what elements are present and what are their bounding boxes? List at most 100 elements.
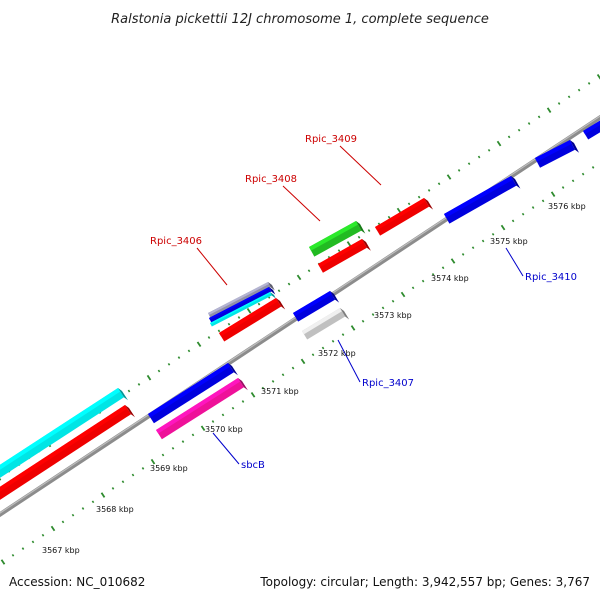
minor-tick bbox=[417, 195, 421, 199]
major-tick bbox=[550, 191, 556, 197]
gene-blue-edge[interactable] bbox=[583, 117, 600, 140]
minor-tick bbox=[567, 95, 571, 99]
minor-tick bbox=[577, 88, 581, 92]
gene-red-3409[interactable] bbox=[375, 198, 434, 236]
tick-label: 3576 kbp bbox=[548, 202, 586, 211]
gene-features bbox=[0, 117, 600, 501]
minor-tick bbox=[191, 433, 195, 437]
major-tick bbox=[50, 525, 56, 532]
tick-label: 3569 kbp bbox=[150, 464, 188, 473]
leader-line bbox=[212, 432, 240, 465]
minor-tick bbox=[157, 369, 161, 373]
major-tick bbox=[350, 325, 356, 331]
gene-label[interactable]: Rpic_3406 bbox=[150, 236, 202, 247]
major-tick bbox=[246, 307, 252, 314]
major-tick bbox=[300, 358, 306, 365]
minor-tick bbox=[171, 446, 175, 450]
minor-tick bbox=[81, 507, 85, 510]
gene-cyan-large[interactable] bbox=[0, 388, 129, 479]
minor-tick bbox=[31, 540, 35, 544]
gene-red-3406[interactable] bbox=[219, 298, 286, 342]
minor-tick bbox=[467, 162, 471, 166]
minor-tick bbox=[571, 179, 575, 183]
gene-green-3408[interactable] bbox=[309, 221, 366, 257]
minor-tick bbox=[271, 380, 275, 383]
minor-tick bbox=[231, 406, 235, 410]
gene-red-3408[interactable] bbox=[318, 239, 371, 273]
minor-tick bbox=[561, 186, 565, 189]
minor-tick bbox=[211, 420, 215, 423]
tick-label: 3567 kbp bbox=[42, 546, 80, 555]
tick-label: 3572 kbp bbox=[318, 349, 356, 358]
minor-tick bbox=[387, 215, 391, 219]
minor-tick bbox=[407, 202, 411, 206]
minor-tick bbox=[511, 219, 515, 223]
minor-tick bbox=[581, 172, 585, 176]
minor-tick bbox=[537, 115, 541, 119]
major-tick bbox=[296, 274, 302, 281]
minor-tick bbox=[41, 533, 45, 537]
minor-tick bbox=[167, 362, 171, 366]
gene-cyan-stripe-3406[interactable] bbox=[210, 292, 276, 327]
gene-red-large[interactable] bbox=[0, 405, 136, 501]
gene-label[interactable]: Rpic_3407 bbox=[362, 378, 414, 389]
minor-tick bbox=[207, 336, 211, 339]
minor-tick bbox=[227, 322, 231, 326]
tick-label: 3575 kbp bbox=[490, 237, 528, 246]
gene-gray-stripe-3406[interactable] bbox=[208, 282, 275, 319]
minor-tick bbox=[137, 383, 141, 386]
gene-label[interactable]: Rpic_3408 bbox=[245, 174, 297, 185]
minor-tick bbox=[531, 206, 535, 209]
gene-blue-right[interactable] bbox=[535, 140, 580, 168]
major-tick bbox=[546, 107, 552, 113]
minor-tick bbox=[481, 239, 485, 243]
minor-tick bbox=[237, 316, 241, 319]
minor-tick bbox=[361, 319, 365, 323]
gene-gray-3407[interactable] bbox=[302, 308, 350, 340]
tick-label: 3571 kbp bbox=[261, 387, 299, 396]
genome-summary-text: Topology: circular; Length: 3,942,557 bp… bbox=[259, 575, 590, 589]
major-tick bbox=[446, 174, 452, 180]
gene-label[interactable]: sbcB bbox=[241, 460, 265, 471]
gene-blue-sbcb-area[interactable] bbox=[148, 363, 238, 424]
major-tick bbox=[596, 74, 600, 80]
minor-tick bbox=[321, 346, 325, 350]
tick-label: 3573 kbp bbox=[374, 311, 412, 320]
gene-label[interactable]: Rpic_3410 bbox=[525, 272, 577, 283]
minor-tick bbox=[121, 480, 125, 484]
minor-tick bbox=[507, 135, 511, 139]
gene-blue-3410[interactable] bbox=[444, 176, 521, 224]
minor-tick bbox=[411, 286, 415, 290]
minor-tick bbox=[221, 413, 225, 417]
minor-tick bbox=[367, 229, 371, 232]
gene-blue-3407[interactable] bbox=[293, 291, 340, 322]
minor-tick bbox=[261, 386, 265, 390]
major-tick bbox=[346, 241, 352, 247]
minor-tick bbox=[287, 282, 291, 286]
minor-tick bbox=[381, 306, 385, 310]
minor-tick bbox=[471, 246, 475, 250]
minor-tick bbox=[91, 500, 95, 504]
tick-label: 3568 kbp bbox=[96, 505, 134, 514]
major-tick bbox=[100, 492, 106, 498]
minor-tick bbox=[161, 453, 165, 457]
major-tick bbox=[496, 140, 502, 147]
minor-tick bbox=[257, 302, 261, 306]
minor-tick bbox=[127, 389, 131, 393]
major-tick bbox=[450, 258, 456, 264]
gene-label[interactable]: Rpic_3409 bbox=[305, 134, 357, 145]
minor-tick bbox=[457, 169, 461, 172]
minor-tick bbox=[181, 440, 185, 443]
minor-tick bbox=[541, 199, 545, 203]
gene-blue-stripe-3406[interactable] bbox=[209, 287, 276, 323]
minor-tick bbox=[441, 266, 445, 270]
gene-magenta-sbcb[interactable] bbox=[156, 378, 248, 440]
minor-tick bbox=[391, 299, 395, 303]
minor-tick bbox=[177, 356, 181, 359]
major-tick bbox=[146, 374, 152, 381]
minor-tick bbox=[71, 513, 75, 517]
minor-tick bbox=[587, 82, 591, 85]
tick-labels: 3567 kbp 3568 kbp 3569 kbp 3570 kbp 3571 kbp… bbox=[42, 202, 586, 555]
minor-tick bbox=[591, 166, 595, 169]
